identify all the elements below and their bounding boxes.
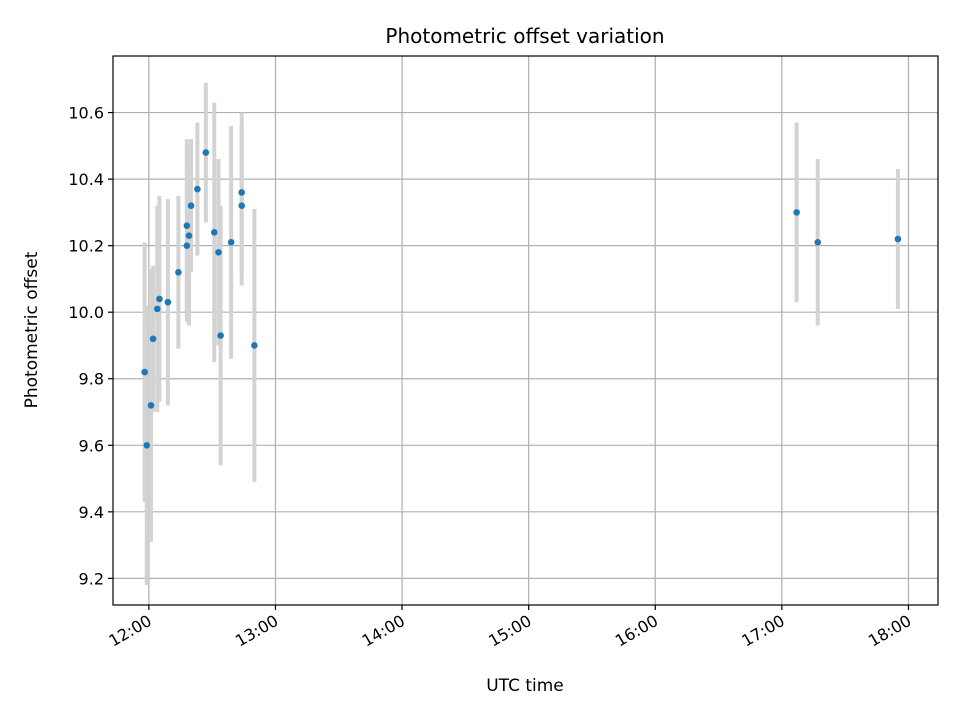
data-point — [149, 335, 157, 343]
data-point — [147, 402, 155, 409]
data-point — [793, 209, 800, 216]
data-point — [143, 441, 151, 449]
y-tick-label: 10.0 — [68, 303, 104, 322]
data-point — [183, 242, 191, 249]
x-tick-label: 12:00 — [105, 611, 154, 651]
x-tick-label: 14:00 — [359, 611, 408, 651]
data-point — [183, 222, 191, 229]
data-point — [202, 149, 210, 156]
data-point — [194, 185, 201, 193]
data-point — [238, 202, 246, 210]
data-point — [185, 232, 193, 239]
x-tick-label: 15:00 — [485, 611, 534, 651]
y-tick-label: 10.6 — [68, 104, 104, 123]
y-axis-ticks: 9.2 9.4 9.6 9.8 10.0 10.2 10.4 10.6 — [68, 104, 113, 588]
data-point — [187, 202, 195, 210]
data-point — [175, 268, 182, 276]
x-tick-label: 17:00 — [738, 611, 787, 651]
y-axis-label: Photometric offset — [22, 251, 42, 408]
chart-title: Photometric offset variation — [385, 24, 664, 48]
x-tick-label: 13:00 — [232, 611, 281, 651]
x-axis-ticks: 12:00 13:00 14:00 15:00 16:00 17:00 18:00 — [105, 605, 914, 651]
data-point — [210, 229, 218, 236]
x-tick-label: 16:00 — [612, 611, 661, 651]
data-point — [217, 332, 224, 339]
y-tick-label: 10.4 — [68, 170, 104, 189]
data-point — [156, 295, 163, 303]
data-point — [164, 298, 172, 306]
data-point — [215, 249, 222, 256]
plot-frame — [112, 55, 939, 606]
y-tick-label: 9.8 — [79, 370, 104, 389]
grid — [113, 56, 938, 605]
y-tick-label: 9.2 — [79, 569, 104, 588]
y-tick-label: 9.6 — [79, 436, 104, 455]
data-points — [141, 149, 902, 449]
data-point — [894, 235, 902, 243]
y-tick-label: 10.2 — [68, 237, 104, 256]
data-point — [154, 305, 161, 313]
errorbars — [142, 82, 900, 586]
data-point — [238, 189, 246, 196]
data-point — [251, 342, 258, 349]
data-point — [814, 239, 822, 246]
x-tick-label: 18:00 — [865, 611, 914, 651]
x-axis-label: UTC time — [486, 676, 564, 696]
y-tick-label: 9.4 — [79, 503, 104, 522]
data-point — [227, 239, 235, 246]
data-point — [141, 368, 148, 376]
